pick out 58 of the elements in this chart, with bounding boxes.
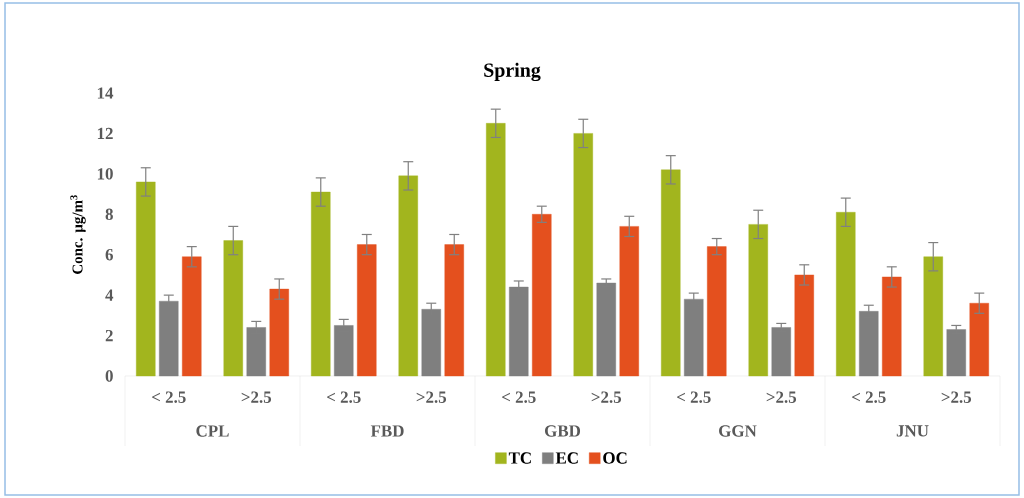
bar [596, 282, 616, 377]
legend-label: TC [508, 452, 531, 464]
bar [223, 240, 243, 377]
y-tick-label: 10 [97, 168, 113, 180]
y-tick-label: 0 [105, 370, 113, 382]
x-tick-label: >2.5 [241, 391, 272, 403]
legend-label: OC [603, 452, 627, 464]
bar [486, 123, 506, 377]
bar [969, 303, 989, 377]
bar [398, 175, 418, 377]
y-tick-label: 6 [105, 249, 113, 261]
bar [859, 311, 879, 377]
bar [684, 298, 704, 377]
text: JNU [896, 425, 929, 437]
text: GGN [719, 425, 757, 437]
y-tick-label: 8 [105, 208, 113, 220]
bar [311, 191, 331, 377]
bar [334, 325, 354, 377]
bar [136, 181, 156, 377]
text: CPL [196, 425, 229, 437]
text: GBD [544, 425, 581, 437]
bar [159, 300, 179, 377]
x-tick-label: < 2.5 [852, 391, 886, 403]
y-tick-label: 12 [97, 127, 113, 140]
x-tick-label: >2.5 [416, 391, 447, 403]
bar [246, 327, 266, 377]
bar [421, 309, 441, 377]
bar [836, 212, 856, 377]
y-tick-label: 4 [105, 289, 114, 301]
bar [794, 274, 814, 377]
chart-title: Spring [484, 62, 541, 82]
x-tick-label: < 2.5 [327, 391, 361, 403]
bar [748, 224, 768, 377]
x-tick-label: >2.5 [591, 391, 622, 403]
bar [182, 256, 202, 377]
bar [444, 244, 464, 377]
bar [771, 327, 791, 377]
x-tick-label: < 2.5 [152, 391, 186, 403]
y-tick-label: 2 [105, 329, 113, 342]
bar [882, 276, 902, 377]
x-tick-label: >2.5 [941, 391, 972, 403]
y-axis-title: Conc. µg/m$^{3}$ [70, 195, 86, 274]
bar [923, 256, 943, 377]
bar [532, 214, 552, 377]
bar [619, 226, 639, 377]
text: FBD [370, 425, 404, 437]
bar [269, 288, 289, 377]
bar [573, 133, 593, 377]
bar [509, 286, 529, 377]
x-tick-label: < 2.5 [502, 391, 536, 403]
bar [357, 244, 377, 377]
y-tick-label: 14 [97, 87, 114, 99]
bar [707, 246, 727, 377]
legend-label: EC [555, 452, 578, 464]
x-tick-label: >2.5 [766, 391, 797, 403]
bar [946, 329, 966, 377]
bar [661, 169, 681, 377]
x-tick-label: < 2.5 [677, 391, 711, 403]
